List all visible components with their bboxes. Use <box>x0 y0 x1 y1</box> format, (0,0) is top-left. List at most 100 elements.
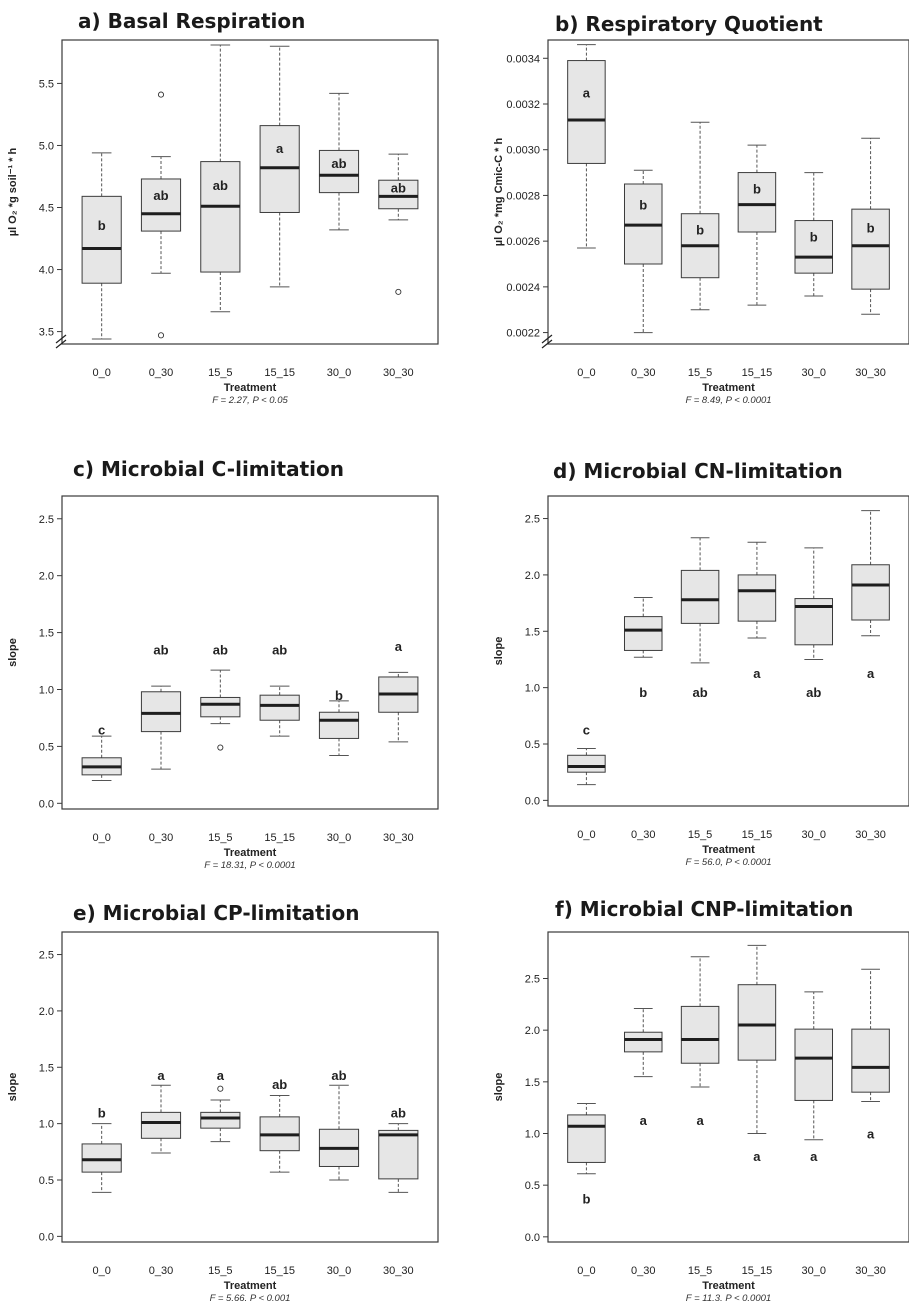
plot-frame <box>61 931 439 1243</box>
y-tick-label: 1.5 <box>39 1062 54 1074</box>
box-0_0: a 0_0 <box>567 44 606 379</box>
box-15_5: ab 15_5 <box>200 44 241 379</box>
box-15_15: ab 15_15 <box>259 643 300 844</box>
y-tick-label: 2.0 <box>525 1025 540 1037</box>
iqr-box <box>567 1114 606 1163</box>
box-0_0: b 0_0 <box>81 1105 122 1277</box>
iqr-box <box>200 161 241 273</box>
significance-letter: ab <box>153 643 168 658</box>
plot-frame <box>547 495 909 807</box>
x-tick-label: 15_15 <box>742 829 773 841</box>
box-15_5: a 15_5 <box>200 1068 241 1277</box>
x-tick-label: 30_0 <box>802 367 826 379</box>
y-tick-label: 2.5 <box>39 514 54 526</box>
y-tick-label: 1.0 <box>39 1119 54 1131</box>
significance-letter: ab <box>272 1077 287 1092</box>
y-tick-label: 5.0 <box>39 140 54 152</box>
x-tick-label: 0_0 <box>92 367 110 379</box>
plot-frame <box>61 39 439 345</box>
y-tick-label: 0.0024 <box>506 282 540 294</box>
iqr-box <box>680 569 720 624</box>
y-tick-label: 0.0028 <box>506 190 540 202</box>
significance-letter: b <box>582 1192 590 1207</box>
x-tick-label: 0_0 <box>577 1265 595 1277</box>
x-tick-label: 30_0 <box>327 367 351 379</box>
significance-letter: c <box>583 722 590 737</box>
panel-title: c) Microbial C-limitation <box>73 457 344 481</box>
box-0_0: c 0_0 <box>81 722 122 844</box>
y-tick-label: 0.5 <box>39 741 54 753</box>
iqr-box <box>81 195 122 284</box>
significance-letter: b <box>810 230 818 245</box>
y-axis-title: slope <box>7 1073 19 1102</box>
x-tick-label: 30_30 <box>383 1265 414 1277</box>
iqr-box <box>318 149 360 194</box>
x-axis-title: Treatment <box>224 847 277 859</box>
y-tick-label: 1.0 <box>525 1129 540 1141</box>
significance-letter: ab <box>806 685 821 700</box>
x-tick-label: 15_5 <box>688 829 712 841</box>
box-15_5: b 15_5 <box>680 121 720 379</box>
y-tick-label: 1.0 <box>525 683 540 695</box>
box-0_30: a 0_30 <box>140 1068 182 1277</box>
box-0_30: b 0_30 <box>623 169 663 379</box>
significance-letter: b <box>335 688 343 703</box>
y-tick-label: 0.5 <box>525 1180 540 1192</box>
panel-5: e) Microbial CP-limitation 0.0 0.5 1.0 1.5 2.… <box>7 901 439 1301</box>
y-tick-label: 2.5 <box>39 950 54 962</box>
anova-stat: F = 5.66, P < 0.001 <box>210 1293 291 1301</box>
y-tick-label: 0.5 <box>39 1175 54 1187</box>
panel-title: d) Microbial CN-limitation <box>553 459 843 483</box>
x-tick-label: 15_15 <box>264 367 295 379</box>
x-tick-label: 15_15 <box>264 832 295 844</box>
box-30_30: a 30_30 <box>851 510 890 841</box>
x-tick-label: 15_15 <box>742 367 773 379</box>
box-0_30: b 0_30 <box>623 596 663 841</box>
iqr-box <box>318 711 360 739</box>
axis-break-mark <box>55 339 67 349</box>
plot-frame <box>547 931 909 1243</box>
y-tick-label: 2.5 <box>525 514 540 526</box>
y-tick-label: 3.5 <box>39 327 54 339</box>
box-15_5: ab 15_5 <box>680 537 720 841</box>
significance-letter: b <box>696 223 704 238</box>
box-0_0: c 0_0 <box>567 722 606 841</box>
y-tick-label: 0.0 <box>525 795 540 807</box>
panel-6: f) Microbial CNP-limitation 0.0 0.5 1.0 1.5 2… <box>493 897 909 1301</box>
box-30_30: ab 30_30 <box>378 1105 419 1277</box>
x-tick-label: 0_30 <box>631 367 655 379</box>
x-tick-label: 30_0 <box>802 829 826 841</box>
x-tick-label: 0_30 <box>631 829 655 841</box>
y-tick-label: 0.0034 <box>506 53 540 65</box>
panel-1: a) Basal Respiration 3.5 4.0 4.5 5.0 5.5 b 0_0 a… <box>7 9 439 406</box>
significance-letter: b <box>98 1105 106 1120</box>
box-0_30: ab 0_30 <box>140 643 182 844</box>
anova-stat: F = 11.3, P < 0.0001 <box>686 1293 771 1301</box>
significance-letter: ab <box>153 188 168 203</box>
axis-break-mark <box>55 334 67 344</box>
iqr-box <box>623 1031 663 1053</box>
significance-letter: a <box>157 1068 165 1083</box>
y-tick-label: 0.0026 <box>506 236 540 248</box>
significance-letter: b <box>639 685 647 700</box>
iqr-box <box>259 694 300 721</box>
y-tick-label: 0.0 <box>525 1232 540 1244</box>
x-tick-label: 15_5 <box>688 367 712 379</box>
iqr-box <box>851 1028 890 1093</box>
iqr-box <box>140 178 182 232</box>
significance-letter: ab <box>272 643 287 658</box>
y-tick-label: 0.0022 <box>506 328 540 340</box>
significance-letter: c <box>98 722 105 737</box>
significance-letter: ab <box>213 643 228 658</box>
significance-letter: b <box>867 220 875 235</box>
significance-letter: a <box>867 666 875 681</box>
y-tick-label: 2.0 <box>39 1006 54 1018</box>
significance-letter: a <box>867 1127 875 1142</box>
box-30_0: ab 30_0 <box>794 547 834 841</box>
y-axis-title: slope <box>7 638 19 667</box>
anova-stat: F = 8.49, P < 0.0001 <box>685 395 771 406</box>
significance-letter: ab <box>692 685 707 700</box>
panel-4: d) Microbial CN-limitation 0.0 0.5 1.0 1.5 2.… <box>493 459 909 868</box>
panel-title: a) Basal Respiration <box>78 9 305 33</box>
